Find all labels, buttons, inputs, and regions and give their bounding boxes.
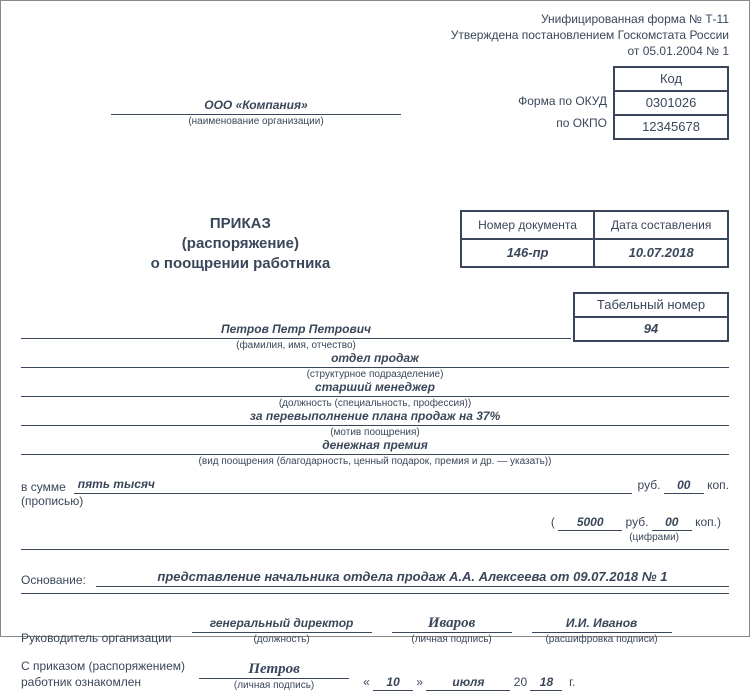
signer-signature: Иваров xyxy=(392,614,512,633)
code-header: Код xyxy=(614,67,728,91)
signer-position: генеральный директор xyxy=(192,614,372,633)
sum-kop-words: 00 xyxy=(664,477,704,494)
basis-underline-2 xyxy=(21,593,729,594)
ack-year: 18 xyxy=(530,674,562,691)
basis-value: представление начальника отдела продаж А… xyxy=(96,568,729,587)
form-line: Унифицированная форма № Т-11 xyxy=(21,11,729,27)
ack-label: С приказом (распоряжением) работник озна… xyxy=(21,659,185,690)
okpo-value: 12345678 xyxy=(614,115,728,139)
sum-label: в сумме xyxy=(21,480,74,494)
ack-day: 10 xyxy=(373,674,413,691)
ack-signature: Петров xyxy=(199,660,349,679)
divider xyxy=(21,549,729,550)
signer-position-caption: (должность) xyxy=(192,634,372,645)
title-line1: ПРИКАЗ xyxy=(21,214,460,234)
sum-words: пять тысяч xyxy=(74,475,632,494)
position-value: старший менеджер xyxy=(21,378,729,397)
doc-title: ПРИКАЗ (распоряжение) о поощрении работн… xyxy=(21,210,460,275)
sum-num-caption: (цифрами) xyxy=(21,532,729,543)
org-block: ООО «Компания» (наименование организации… xyxy=(111,96,401,127)
codes-table: Код 0301026 12345678 xyxy=(613,66,729,140)
signer-label: Руководитель организации xyxy=(21,631,172,645)
org-name: ООО «Компания» xyxy=(111,96,401,115)
fio-value: Петров Петр Петрович xyxy=(21,320,571,339)
dept-value: отдел продаж xyxy=(21,349,729,368)
doc-date-value: 10.07.2018 xyxy=(594,239,728,267)
sum-num: 5000 xyxy=(558,514,622,531)
sum-tail-1: руб. 00 коп. xyxy=(632,477,729,494)
approved-line: Утверждена постановлением Госкомстата Ро… xyxy=(21,27,729,43)
ack-date: « 10 » июля 20 18 г. xyxy=(363,674,575,691)
signer-name-caption: (расшифровка подписи) xyxy=(532,634,672,645)
ack-sign-caption: (личная подпись) xyxy=(199,680,349,691)
ack-month: июля xyxy=(426,674,510,691)
signer-name: И.И. Иванов xyxy=(532,614,672,633)
type-caption: (вид поощрения (благодарность, ценный по… xyxy=(21,456,729,467)
tabel-label: Табельный номер xyxy=(574,293,728,317)
doc-number-label: Номер документа xyxy=(461,211,595,239)
sum-num-kop: 00 xyxy=(652,514,692,531)
doc-date-label: Дата составления xyxy=(594,211,728,239)
sum-numeric-row: ( 5000 руб. 00 коп.) xyxy=(21,514,729,531)
signer-sign-caption: (личная подпись) xyxy=(392,634,512,645)
org-caption: (наименование организации) xyxy=(111,116,401,127)
doc-number-value: 146-пр xyxy=(461,239,595,267)
title-line2: (распоряжение) xyxy=(21,234,460,254)
header-date-line: от 05.01.2004 № 1 xyxy=(21,43,729,59)
okud-label: Форма по ОКУД xyxy=(518,90,607,112)
basis-label: Основание: xyxy=(21,573,96,587)
form-header: Унифицированная форма № Т-11 Утверждена … xyxy=(21,11,729,60)
type-value: денежная премия xyxy=(21,436,729,455)
sum-words-caption: (прописью) xyxy=(21,494,729,508)
doc-meta-table: Номер документа Дата составления 146-пр … xyxy=(460,210,729,268)
okud-value: 0301026 xyxy=(614,91,728,115)
okpo-label: по ОКПО xyxy=(518,112,607,134)
title-line3: о поощрении работника xyxy=(21,254,460,274)
reason-value: за перевыполнение плана продаж на 37% xyxy=(21,407,729,426)
